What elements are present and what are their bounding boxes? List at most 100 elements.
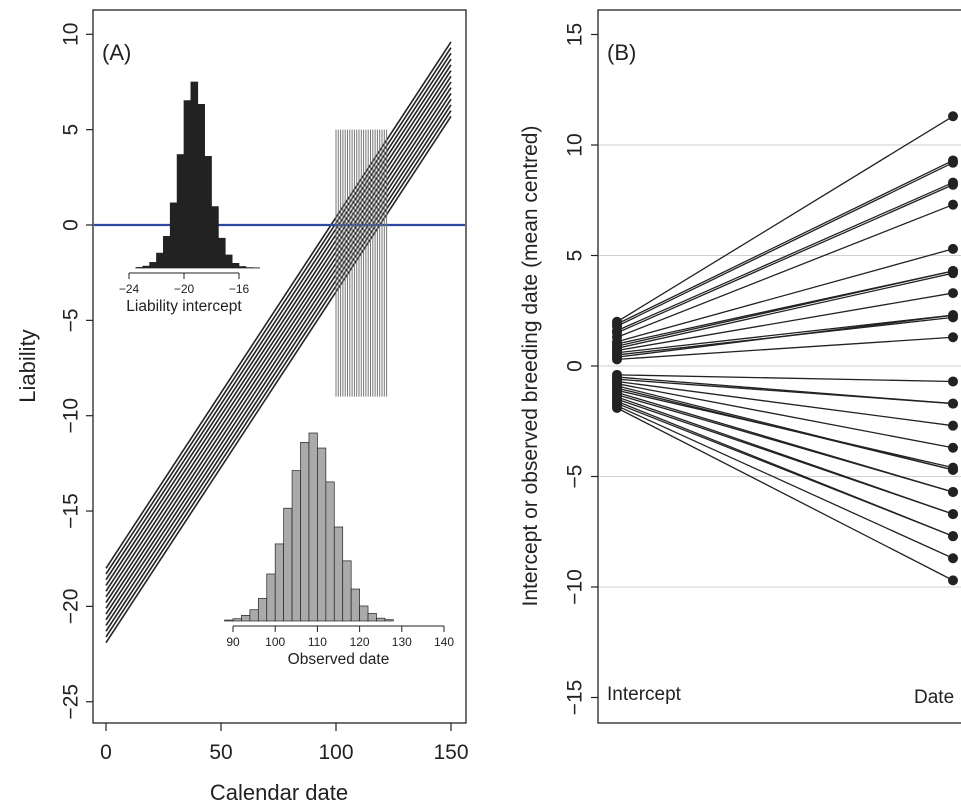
histogram-bar — [241, 615, 251, 622]
histogram-bar — [190, 81, 199, 269]
individual-line — [616, 272, 954, 349]
liability-line — [105, 47, 452, 575]
intercept-point — [612, 354, 622, 365]
x-tick-label: 50 — [209, 741, 232, 764]
y-tick-label: −5 — [564, 465, 587, 489]
date-point — [948, 310, 958, 321]
histogram-bar — [238, 266, 247, 269]
histogram-bar — [176, 154, 185, 269]
individual-line — [616, 314, 954, 358]
individual-line — [616, 204, 954, 338]
inset-tick-label: 110 — [308, 635, 327, 649]
individual-line — [616, 162, 954, 327]
inset-tick-label: 130 — [392, 635, 412, 649]
histogram-bar — [308, 432, 318, 622]
histogram-bar — [232, 618, 242, 622]
inset-axis-label: Observed date — [288, 651, 390, 668]
histogram-bar — [325, 481, 335, 622]
liability-line — [105, 104, 452, 632]
inset-tick-label: 140 — [434, 635, 454, 649]
panel-b-label: (B) — [607, 40, 636, 65]
y-tick-label: 15 — [564, 23, 587, 46]
date-point — [948, 462, 958, 473]
date-point — [948, 442, 958, 453]
individual-lines — [612, 111, 958, 586]
histogram-bar — [342, 560, 352, 622]
x-category-intercept: Intercept — [607, 684, 682, 705]
liability-line — [105, 110, 452, 638]
histogram-bar — [169, 202, 178, 269]
histogram-bar — [291, 470, 301, 622]
individual-line — [616, 314, 954, 354]
histogram-bar — [204, 156, 212, 269]
panel-a-label: (A) — [102, 40, 131, 65]
individual-line — [616, 378, 954, 405]
y-tick-label: −10 — [60, 398, 83, 434]
liability-line — [105, 115, 452, 644]
liability-line — [105, 41, 452, 569]
y-tick-label: −25 — [60, 684, 83, 720]
y-tick-label: −15 — [564, 680, 587, 716]
histogram-bar — [300, 442, 310, 622]
individual-line — [616, 394, 954, 493]
y-axis-ticks-b: −15 −10 −5 0 5 10 15 — [564, 23, 598, 715]
y-tick-label: −15 — [60, 493, 83, 529]
individual-line — [616, 407, 954, 581]
individual-line — [616, 270, 954, 347]
x-tick-label: 100 — [318, 741, 353, 764]
individual-line — [616, 184, 954, 334]
histogram-bar — [317, 447, 327, 622]
date-point — [948, 288, 958, 299]
histogram-bar — [224, 619, 234, 622]
panel-b: −15 −10 −5 0 5 10 15 (B) Intercept Date Interc… — [519, 9, 961, 724]
histogram-bar — [367, 613, 377, 622]
individual-line — [616, 115, 954, 323]
liability-line — [105, 98, 452, 626]
individual-line — [616, 402, 954, 537]
histogram-bar — [283, 507, 293, 622]
inset-tick-label: 100 — [265, 635, 285, 649]
histogram-bar — [183, 100, 192, 269]
y-tick-label: 10 — [564, 133, 587, 156]
inset-tick-label: 90 — [226, 635, 240, 649]
liability-lines — [105, 41, 452, 644]
date-point — [948, 268, 958, 279]
date-point — [948, 575, 958, 586]
individual-line — [616, 405, 954, 559]
y-tick-label: 0 — [60, 219, 83, 231]
histogram-bar — [156, 252, 164, 269]
date-point — [948, 420, 958, 431]
date-point — [948, 398, 958, 409]
histogram-bar — [218, 237, 226, 269]
panel-b-grid — [599, 144, 961, 588]
histogram-bar — [333, 526, 344, 622]
y-tick-label: 5 — [60, 124, 83, 136]
histogram-bar — [249, 609, 259, 622]
inset-axis-label: Liability intercept — [126, 298, 242, 315]
date-point — [948, 376, 958, 387]
x-category-date: Date — [914, 687, 954, 708]
individual-line — [616, 374, 954, 383]
date-point — [948, 332, 958, 343]
inset-tick-label: 120 — [350, 635, 370, 649]
date-point — [948, 553, 958, 564]
date-point — [948, 111, 958, 122]
histogram-bar — [231, 263, 240, 269]
histogram-bar — [142, 265, 150, 269]
observed-date-histogram: 90 100 110 120 130 140 Observed date — [224, 432, 454, 668]
histogram-bar — [149, 262, 157, 269]
date-point — [948, 509, 958, 520]
liability-line — [105, 70, 452, 598]
individual-line — [616, 159, 954, 325]
histogram-bar — [163, 236, 171, 269]
histogram-bar — [359, 605, 369, 622]
x-axis-ticks: 0 50 100 150 — [100, 723, 469, 764]
intercept-point — [612, 402, 622, 413]
x-tick-label: 150 — [433, 741, 468, 764]
y-axis-ticks: −25 −20 −15 −10 −5 0 5 10 — [60, 23, 93, 720]
y-axis-label: Liability — [15, 329, 40, 402]
histogram-bar — [197, 103, 205, 269]
y-tick-label: −10 — [564, 569, 587, 605]
